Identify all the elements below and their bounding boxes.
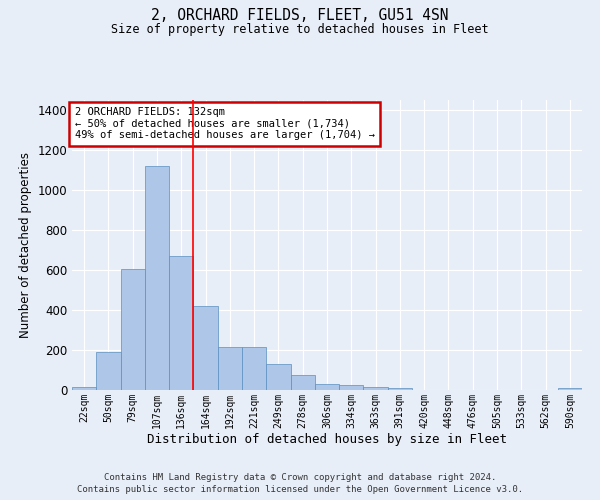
Bar (218, 347, 242, 390)
Bar (242, 347, 266, 390)
Text: Contains public sector information licensed under the Open Government Licence v3: Contains public sector information licen… (77, 485, 523, 494)
Bar (558, 388, 582, 390)
Text: Contains HM Land Registry data © Crown copyright and database right 2024.: Contains HM Land Registry data © Crown c… (104, 472, 496, 482)
Bar (193, 306, 218, 390)
Bar (266, 364, 290, 390)
Y-axis label: Number of detached properties: Number of detached properties (19, 152, 32, 338)
Text: 2 ORCHARD FIELDS: 132sqm
← 50% of detached houses are smaller (1,734)
49% of sem: 2 ORCHARD FIELDS: 132sqm ← 50% of detach… (74, 108, 374, 140)
Bar (169, 256, 193, 390)
Bar (121, 269, 145, 390)
Text: Size of property relative to detached houses in Fleet: Size of property relative to detached ho… (111, 22, 489, 36)
Bar (339, 385, 364, 390)
Bar (290, 375, 315, 390)
Text: 2, ORCHARD FIELDS, FLEET, GU51 4SN: 2, ORCHARD FIELDS, FLEET, GU51 4SN (151, 8, 449, 22)
Bar (388, 388, 412, 390)
Bar (364, 387, 388, 390)
Bar (96, 352, 121, 390)
Bar (145, 166, 169, 390)
Bar (315, 384, 339, 390)
Bar (72, 387, 96, 390)
Text: Distribution of detached houses by size in Fleet: Distribution of detached houses by size … (147, 432, 507, 446)
